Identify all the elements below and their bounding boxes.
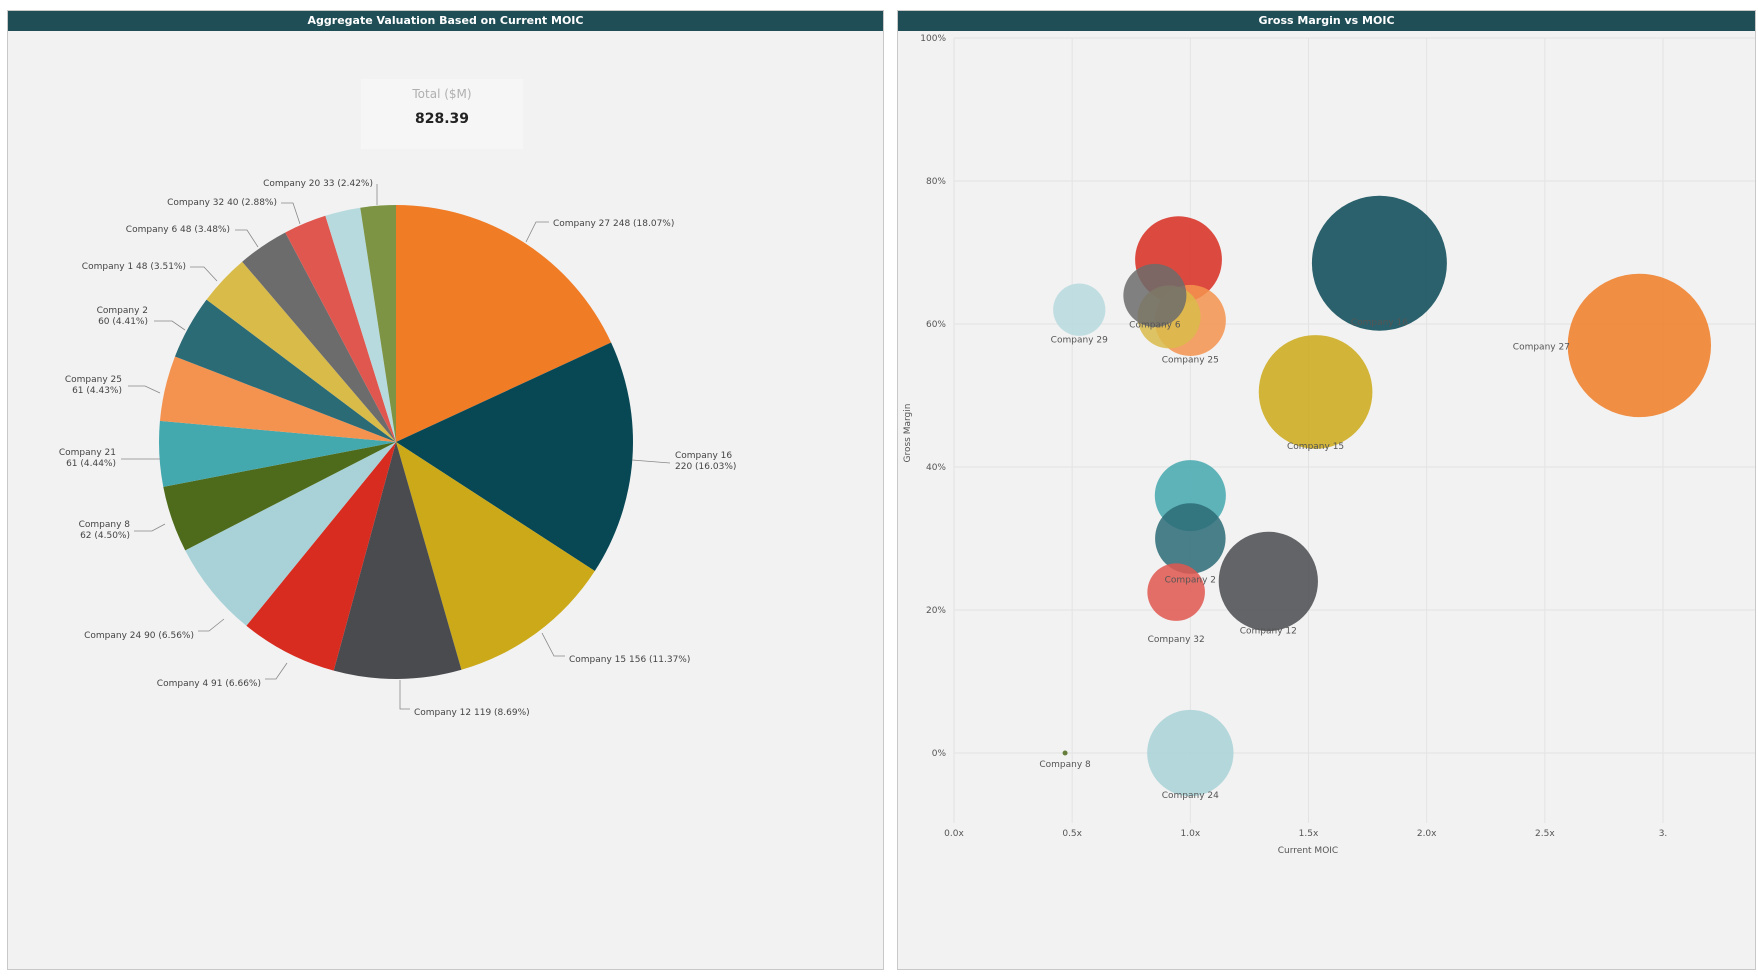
y-tick-label: 80% [926,177,946,187]
pie-label: 62 (4.50%) [80,531,130,541]
pie-label: Company 27 248 (18.07%) [553,219,674,229]
bubble-company-2[interactable] [1155,503,1226,574]
pie-label: Company 6 48 (3.48%) [126,225,230,235]
pie-label: Company 24 90 (6.56%) [84,631,194,641]
y-tick-label: 60% [926,320,946,330]
pie-slice-company-1[interactable] [206,261,396,442]
total-kpi-card: Total ($M) 828.39 [361,79,523,149]
bubble-label-company-16: Company 16 [1351,318,1408,328]
bubble-label-company-25: Company 25 [1162,355,1219,365]
bubble-company-29[interactable] [1053,283,1106,336]
x-tick-label: 0.5x [1062,829,1082,839]
pie-leader-line [198,618,225,632]
pie-label: 61 (4.44%) [66,459,116,469]
margin-panel: Gross Margin vs MOIC 0% 20% 40% 60% 80% 100% 0… [897,10,1756,970]
pie-slice-company-15[interactable] [396,442,595,670]
bubble-company-24[interactable] [1147,709,1234,797]
y-axis-title: Gross Margin [903,404,913,463]
x-tick-label: 3. [1659,829,1668,839]
valuation-panel: Aggregate Valuation Based on Current MOI… [7,10,884,970]
pie-slice-company-2[interactable] [174,299,396,442]
y-tick-label: 20% [926,606,946,616]
bubble-company-27[interactable] [1567,273,1712,418]
pie-label: Company 15 156 (11.37%) [569,655,690,665]
bubble-label-company-24: Company 24 [1162,791,1219,801]
y-tick-label: 40% [926,463,946,473]
pie-slice-company-24[interactable] [185,442,396,626]
pie-label: Company 32 40 (2.88%) [167,198,277,208]
bubble-company-6[interactable] [1123,263,1187,327]
pie-slice-company-6[interactable] [242,232,396,442]
pie-slice-company-4[interactable] [246,442,396,671]
x-tick-label: 2.5x [1535,829,1555,839]
y-tick-label: 0% [932,749,947,759]
pie-label: Company 21 [59,448,116,458]
pie-leader-line [154,320,186,331]
pie-leader-line [281,202,301,225]
x-tick-label: 1.0x [1181,829,1201,839]
pie-slice-company-8[interactable] [163,442,396,551]
bubble-company-32[interactable] [1147,563,1205,621]
margin-panel-title: Gross Margin vs MOIC [898,11,1755,31]
bubble-label-company-6: Company 6 [1129,320,1181,330]
bubble-company-16[interactable] [1311,195,1447,331]
x-tick-label: 1.5x [1299,829,1319,839]
total-kpi-label: Total ($M) [412,87,472,101]
pie-label: Company 4 91 (6.66%) [157,679,261,689]
pie-leader-line [541,632,565,657]
bubble-company-8[interactable] [1062,750,1068,756]
bubble-label-company-2: Company 2 [1165,576,1216,586]
pie-slice-company-20[interactable] [325,207,396,442]
pie-leader-line [525,221,549,243]
pie-leader-line [399,680,410,710]
pie-leader-line [190,266,218,282]
pie-slice-company-27[interactable] [396,205,612,442]
pie-label: Company 16 [675,451,732,461]
pie-label: Company 2 [97,306,148,316]
bubble-label-company-32: Company 32 [1148,635,1205,645]
pie-leader-line [134,523,166,532]
pie-slice-company-16[interactable] [396,342,633,572]
pie-slice-company-25[interactable] [159,356,396,442]
pie-leader-line [265,662,288,680]
pie-label: Company 12 119 (8.69%) [414,708,530,718]
pie-label: 220 (16.03%) [675,462,736,472]
y-tick-label: 100% [920,34,946,44]
pie-label: 61 (4.43%) [72,386,122,396]
x-tick-label: 0.0x [944,829,964,839]
pie-leader-line [235,229,259,248]
total-kpi-value: 828.39 [414,111,470,127]
bubble-chart: 0% 20% 40% 60% 80% 100% 0.0x 0.5x 1.0x 1.5x 2.0x 2.… [903,34,1755,856]
pie-label: 60 (4.41%) [98,317,148,327]
bubble-label-company-29: Company 29 [1051,336,1108,346]
bubble-label-company-8: Company 8 [1039,760,1091,770]
pie-label: Company 1 48 (3.51%) [82,262,186,272]
pie-label: Company 20 33 (2.42%) [263,179,373,189]
bubble-company-15[interactable] [1258,335,1373,449]
bubble-label-company-12: Company 12 [1240,626,1297,636]
pie-slice-company-29[interactable] [360,205,396,442]
bubble-label-company-27: Company 27 [1513,342,1570,352]
x-tick-label: 2.0x [1417,829,1437,839]
pie-label: Company 25 [65,375,122,385]
bubble-label-company-15: Company 15 [1287,442,1344,452]
pie-leader-line [631,459,671,464]
bubble-company-12[interactable] [1218,531,1318,632]
pie-slice-company-21[interactable] [159,420,396,487]
valuation-panel-title: Aggregate Valuation Based on Current MOI… [8,11,883,31]
pie-label: Company 8 [79,520,131,530]
pie-slice-company-32[interactable] [285,215,396,442]
pie-slice-company-12[interactable] [333,442,462,679]
x-axis-title: Current MOIC [1278,846,1338,856]
pie-leader-line [128,385,161,394]
